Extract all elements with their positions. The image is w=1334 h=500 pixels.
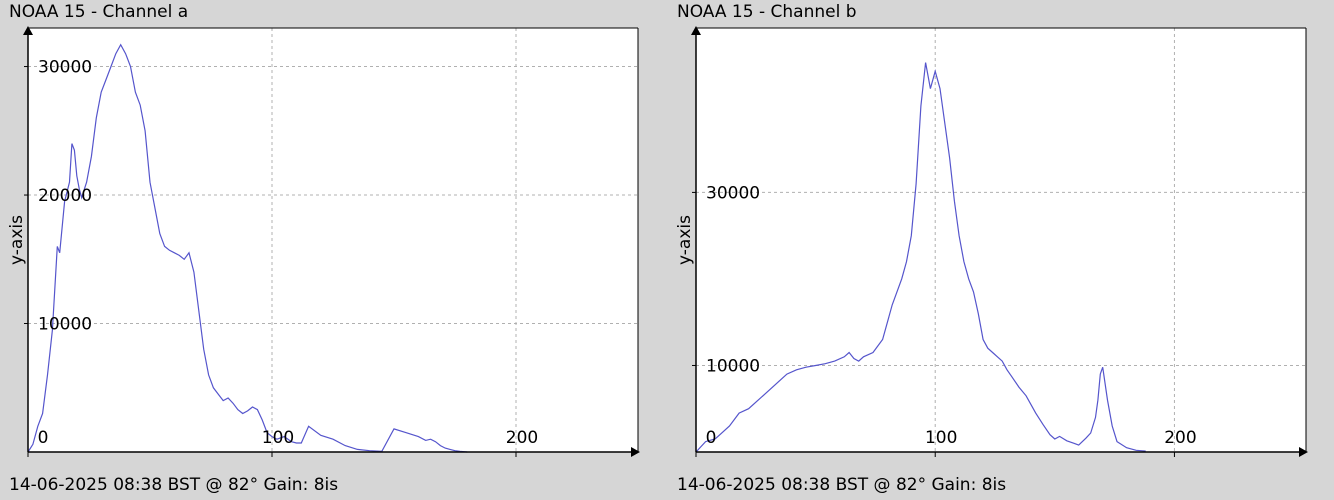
y-axis-arrow-icon bbox=[23, 26, 33, 35]
y-tick-label: 30000 bbox=[706, 183, 760, 203]
x-tick-label: 100 bbox=[262, 428, 294, 448]
x-tick-label: 200 bbox=[1164, 428, 1196, 448]
chart-panel-channel-b: NOAA 15 - Channel b 0 100 200 10000 30000 y-a… bbox=[668, 0, 1328, 500]
plot-area bbox=[696, 28, 1306, 452]
y-axis-label: y-axis bbox=[675, 215, 695, 265]
series-line bbox=[695, 62, 1146, 453]
y-tick-label: 30000 bbox=[38, 58, 92, 78]
chart-title: NOAA 15 - Channel a bbox=[9, 2, 189, 22]
chart-plot-channel-b: 0 100 200 10000 30000 y-axis bbox=[675, 26, 1308, 457]
y-axis-arrow-icon bbox=[691, 26, 701, 35]
x-axis-arrow-icon bbox=[1299, 447, 1308, 457]
y-tick-label: 10000 bbox=[38, 315, 92, 335]
plot-area bbox=[28, 28, 638, 452]
chart-footer: 14-06-2025 08:38 BST @ 82° Gain: 8is bbox=[677, 475, 1007, 495]
chart-title: NOAA 15 - Channel b bbox=[677, 2, 857, 22]
x-tick-label: 200 bbox=[506, 428, 538, 448]
chart-plot-channel-a: 0 100 200 10000 20000 30000 y-axis bbox=[7, 26, 640, 457]
chart-panel-channel-a: NOAA 15 - Channel a 0 100 200 10000 20000 300… bbox=[0, 0, 660, 500]
x-tick-label: 0 bbox=[38, 428, 49, 448]
y-axis-label: y-axis bbox=[7, 215, 27, 265]
x-tick-label: 100 bbox=[925, 428, 957, 448]
y-tick-label: 10000 bbox=[706, 356, 760, 376]
x-axis-arrow-icon bbox=[631, 447, 640, 457]
x-tick-label: 0 bbox=[706, 428, 717, 448]
series-line bbox=[27, 43, 468, 453]
y-tick-label: 20000 bbox=[38, 186, 92, 206]
chart-footer: 14-06-2025 08:38 BST @ 82° Gain: 8is bbox=[9, 475, 339, 495]
